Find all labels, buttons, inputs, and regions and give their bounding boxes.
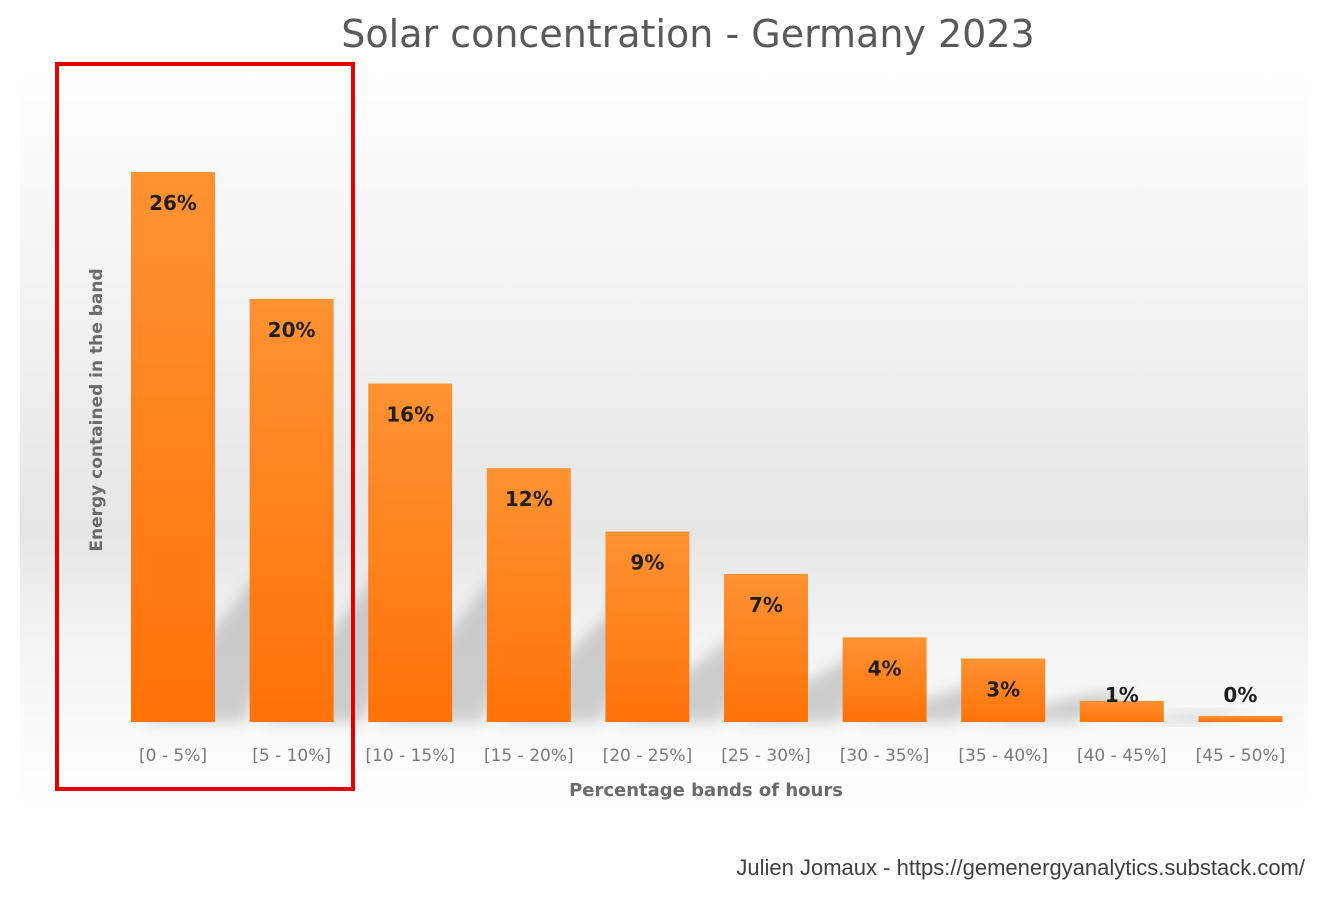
data-label: 9% <box>630 551 664 575</box>
bar <box>131 172 215 722</box>
data-label: 7% <box>749 593 783 617</box>
chart-title: Solar concentration - Germany 2023 <box>341 12 1035 56</box>
data-label: 26% <box>149 191 197 215</box>
bar <box>1079 700 1164 722</box>
x-tick-label: [45 - 50%] <box>1196 746 1286 766</box>
data-label: 1% <box>1105 683 1139 707</box>
x-tick-label: [5 - 10%] <box>252 746 331 766</box>
x-tick-label: [15 - 20%] <box>484 746 574 766</box>
x-axis-label: Percentage bands of hours <box>569 780 843 801</box>
bar <box>368 383 453 722</box>
x-tick-label: [30 - 35%] <box>840 746 930 766</box>
data-label: 12% <box>505 487 553 511</box>
highlight-box <box>55 62 355 791</box>
bar <box>961 658 1046 722</box>
x-tick-label: [10 - 15%] <box>365 746 455 766</box>
x-tick-label: [0 - 5%] <box>139 746 207 766</box>
bar <box>724 573 808 722</box>
x-tick-label: [40 - 45%] <box>1077 746 1167 766</box>
bar <box>486 468 571 722</box>
data-label: 4% <box>868 656 902 680</box>
data-label: 16% <box>386 403 434 427</box>
data-label: 20% <box>268 318 316 342</box>
data-label: 0% <box>1223 683 1257 707</box>
bar <box>1198 716 1283 722</box>
bar <box>842 637 927 722</box>
bar <box>249 298 334 722</box>
x-tick-label: [20 - 25%] <box>603 746 693 766</box>
bar <box>605 531 690 722</box>
credit-text: Julien Jomaux - https://gemenergyanalyti… <box>736 855 1305 880</box>
data-label: 3% <box>986 678 1020 702</box>
x-tick-label: [35 - 40%] <box>958 746 1048 766</box>
x-tick-label: [25 - 30%] <box>721 746 811 766</box>
